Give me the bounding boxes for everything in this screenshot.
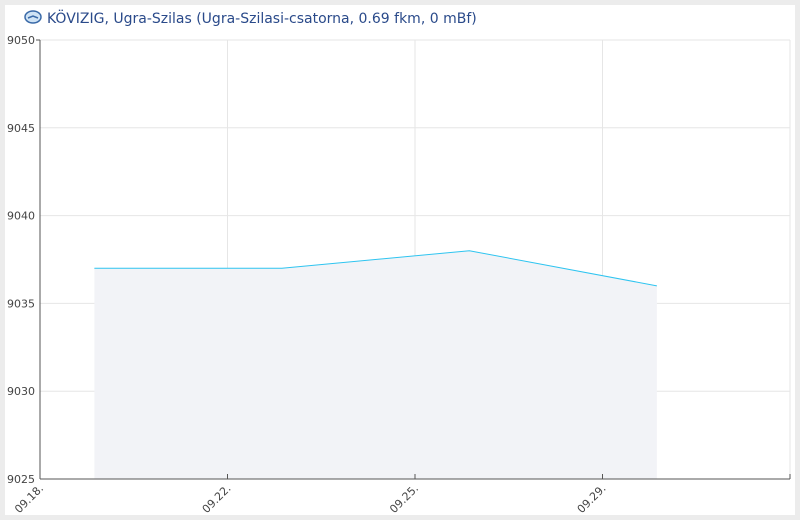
gauge-icon <box>24 10 42 28</box>
chart-title-text: KÖVIZIG, Ugra-Szilas (Ugra-Szilasi-csato… <box>47 11 477 27</box>
y-tick-label: 9025 <box>7 473 35 486</box>
x-tick-label: 09.18. <box>12 482 46 516</box>
y-tick-label: 9040 <box>7 210 35 223</box>
x-tick-label: 09.25. <box>387 482 421 516</box>
y-tick-label: 9030 <box>7 385 35 398</box>
y-tick-label: 9045 <box>7 122 35 135</box>
y-tick-label: 9035 <box>7 297 35 310</box>
series-area <box>94 250 657 479</box>
x-tick-label: 09.29. <box>575 482 609 516</box>
y-tick-label: 9050 <box>7 34 35 47</box>
x-tick-label: 09.22. <box>200 482 234 516</box>
series-line <box>94 250 657 287</box>
chart-title: KÖVIZIG, Ugra-Szilas (Ugra-Szilasi-csato… <box>24 10 477 28</box>
